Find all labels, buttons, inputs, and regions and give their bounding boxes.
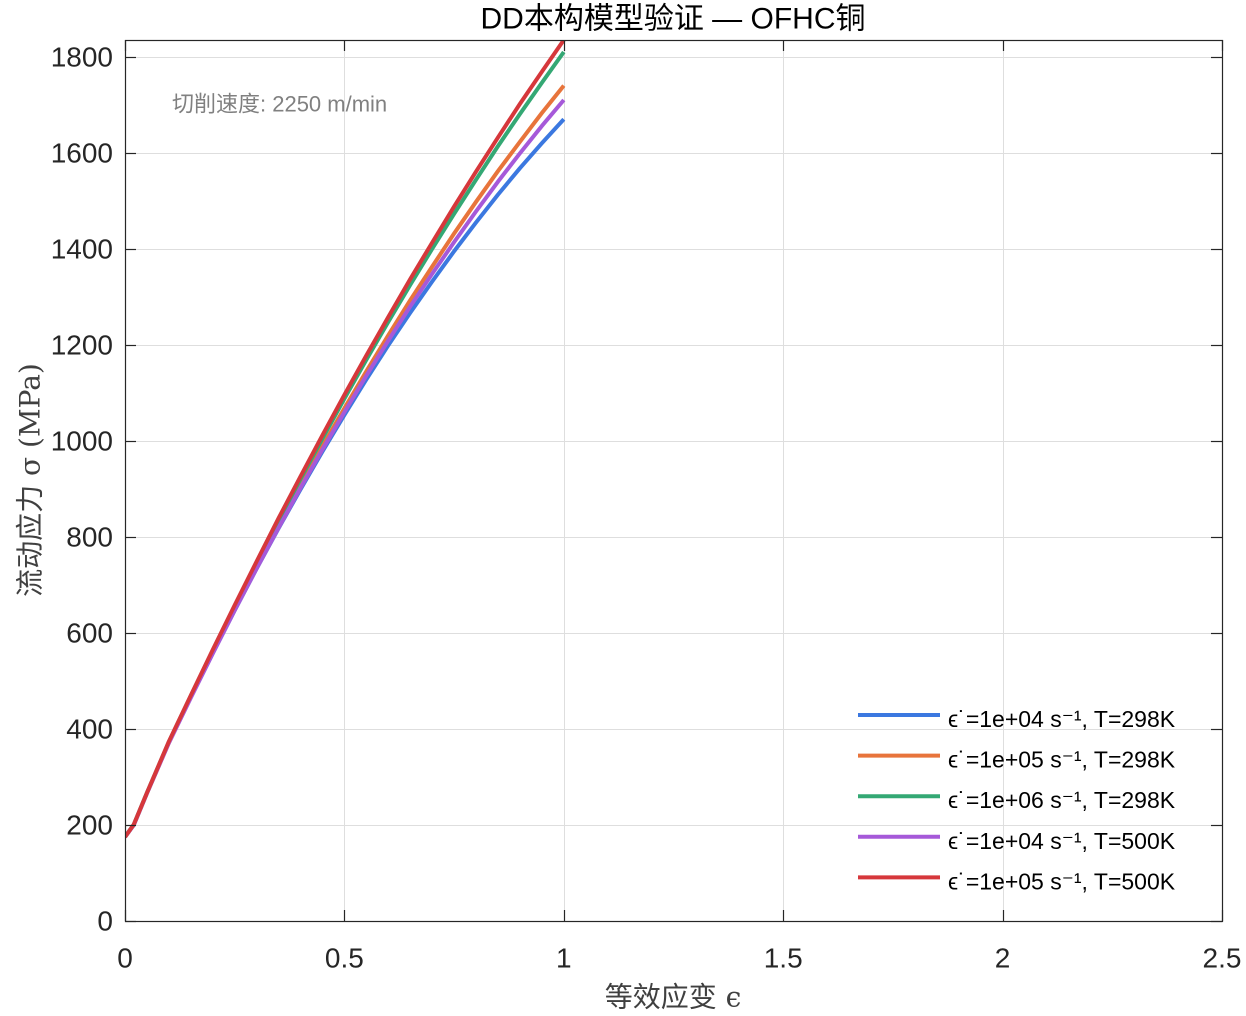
legend-entry-5: ϵ˙=1e+05 s⁻¹, T=500K <box>858 868 1176 894</box>
legend-label-4: ϵ˙=1e+04 s⁻¹, T=500K <box>948 828 1176 854</box>
legend-label-5: ϵ˙=1e+05 s⁻¹, T=500K <box>948 868 1176 894</box>
x-axis-label: 等效应变 ϵ <box>605 981 742 1014</box>
series-line-5 <box>125 40 566 839</box>
x-tick-label: 1 <box>556 943 572 974</box>
y-tick-label: 1800 <box>51 41 113 72</box>
x-tick-label: 0 <box>117 943 133 974</box>
legend-label-3: ϵ˙=1e+06 s⁻¹, T=298K <box>948 787 1176 813</box>
series-lines <box>125 40 566 839</box>
legend-label-2: ϵ˙=1e+05 s⁻¹, T=298K <box>948 747 1176 773</box>
y-tick-label: 600 <box>66 617 113 648</box>
x-tick-labels: 0 0.5 1 1.5 2 2.5 <box>117 943 1241 974</box>
y-axis-label: 流动应力 σ (MPa) <box>14 363 47 597</box>
legend-entry-2: ϵ˙=1e+05 s⁻¹, T=298K <box>858 747 1176 773</box>
y-tick-labels: 0 200 400 600 800 1000 1200 1400 1600 1800 <box>51 41 113 936</box>
chart-title: DD本构模型验证 — OFHC铜 <box>481 3 866 36</box>
grid-lines <box>125 40 1223 922</box>
y-tick-label: 1600 <box>51 137 113 168</box>
x-tick-label: 2 <box>995 943 1011 974</box>
tick-marks <box>124 40 1224 923</box>
legend: ϵ˙=1e+04 s⁻¹, T=298K ϵ˙=1e+05 s⁻¹, T=298K… <box>858 706 1176 894</box>
y-tick-label: 400 <box>66 713 113 744</box>
y-tick-label: 1000 <box>51 425 113 456</box>
y-tick-label: 1400 <box>51 233 113 264</box>
legend-entry-1: ϵ˙=1e+04 s⁻¹, T=298K <box>858 706 1176 732</box>
axes-box <box>124 39 1224 923</box>
y-tick-label: 0 <box>97 906 113 937</box>
legend-entry-3: ϵ˙=1e+06 s⁻¹, T=298K <box>858 787 1176 813</box>
legend-entry-4: ϵ˙=1e+04 s⁻¹, T=500K <box>858 828 1176 854</box>
cutting-speed-annotation: 切削速度: 2250 m/min <box>172 92 387 117</box>
y-tick-label: 200 <box>66 809 113 840</box>
x-tick-label: 0.5 <box>325 943 364 974</box>
x-tick-label: 1.5 <box>764 943 803 974</box>
legend-label-1: ϵ˙=1e+04 s⁻¹, T=298K <box>948 706 1176 732</box>
x-tick-label: 2.5 <box>1203 943 1242 974</box>
y-tick-label: 1200 <box>51 329 113 360</box>
y-tick-label: 800 <box>66 521 113 552</box>
